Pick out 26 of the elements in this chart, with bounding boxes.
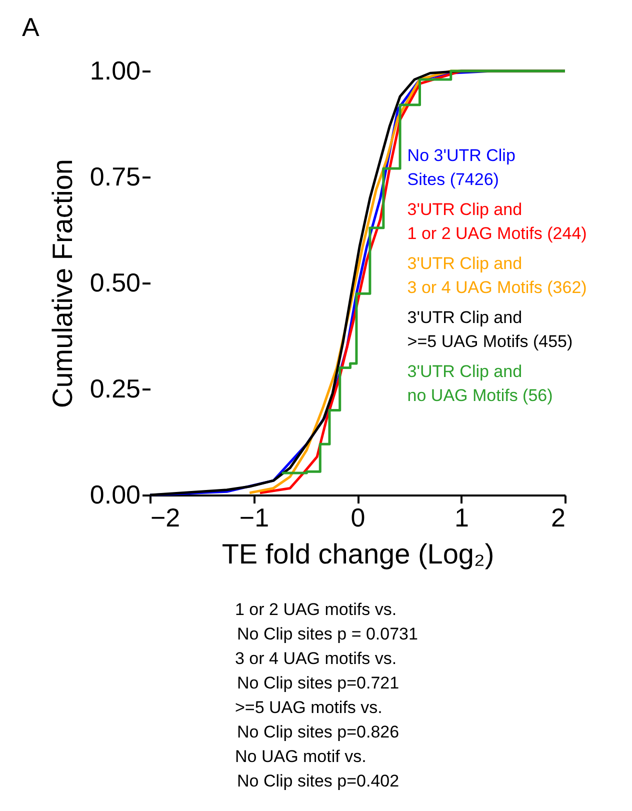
text: No UAG motif vs. [235,747,366,766]
text: No Clip sites p=0.402 [237,772,400,790]
series-label: No 3'UTR Clip Sites (7426) [407,146,516,189]
y-tick-label: 1.00 [90,56,140,86]
text: 1 or 2 UAG motifs vs. [235,600,397,619]
y-axis-title: Cumulative Fraction [46,159,78,408]
text: >=5 UAG motifs vs. [235,698,382,717]
text: 3'UTR Clip and >=5 UAG Motifs (455) [407,308,573,351]
x-tick-label: 1 [454,502,469,532]
y-tick-label: 0.50 [90,268,140,298]
series-label: 3'UTR Clip and 1 or 2 UAG Motifs (244) [407,200,587,243]
x-tick-label: −1 [239,502,270,532]
x-tick-label: 2 [551,502,566,532]
x-tick-label: 0 [350,502,366,532]
y-tick-label: 0.25 [90,374,140,404]
x-axis-title: TE fold change (Log₂) [222,538,494,570]
x-tick-label: −2 [150,502,180,532]
text: 3 or 4 UAG motifs vs. [235,649,397,668]
text: 3'UTR Clip and no UAG Motifs (56) [407,362,553,405]
text: No Clip sites p=0.721 [237,674,400,692]
y-tick-label: 0.75 [90,162,140,192]
y-tick-label: 0.00 [90,480,140,510]
text: 3'UTR Clip and 3 or 4 UAG Motifs (362) [407,254,587,297]
text: No Clip sites p = 0.0731 [237,624,418,644]
chart-title: A [22,12,40,42]
text: No Clip sites p=0.826 [237,722,400,742]
